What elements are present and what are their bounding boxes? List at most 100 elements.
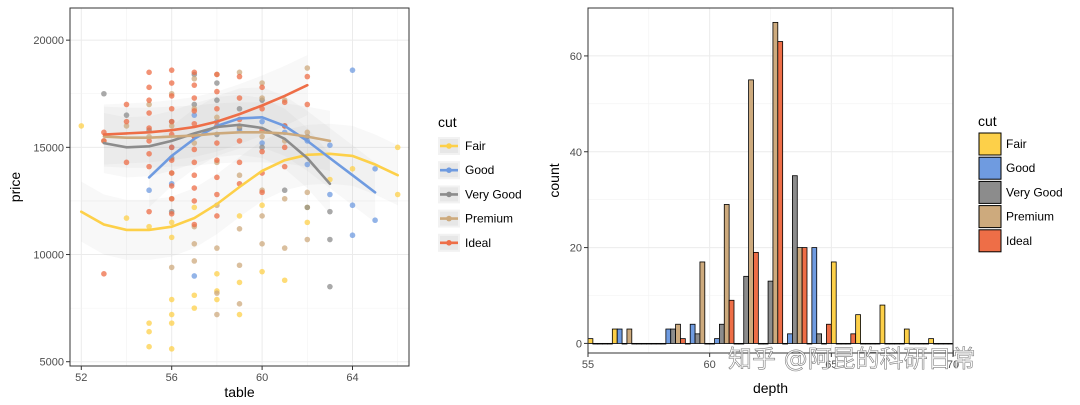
bar-fair	[587, 338, 594, 344]
data-point-good	[191, 273, 198, 279]
data-point-premium	[168, 264, 175, 271]
bar-premium	[821, 343, 827, 345]
bar-ideal	[899, 343, 905, 345]
data-point-very-good	[101, 90, 107, 97]
legend-label: Fair	[465, 139, 486, 153]
smooth-line-fair	[80, 152, 399, 232]
data-point-very-good	[327, 283, 333, 290]
data-point-fair	[168, 311, 175, 318]
data-point-good	[259, 118, 265, 125]
bar-premium	[918, 343, 925, 345]
bar-good	[835, 343, 842, 345]
data-point-ideal	[168, 183, 175, 189]
bar-very-good	[938, 343, 944, 345]
bar-fair	[636, 343, 642, 345]
data-point-premium	[214, 311, 220, 318]
bar-good	[884, 343, 891, 345]
data-point-ideal	[191, 108, 198, 114]
legend-key-fill	[978, 156, 1002, 180]
data-point-fair	[168, 219, 175, 226]
data-point-fair	[146, 328, 152, 335]
bar-premium	[675, 323, 681, 344]
data-point-premium	[236, 301, 243, 307]
bar-fair	[830, 261, 837, 344]
x-tick-label: 60	[704, 359, 716, 371]
smooth-line-very-good	[102, 123, 332, 186]
data-point-ideal	[214, 71, 220, 78]
bar-very-good	[719, 323, 725, 344]
data-point-ideal	[236, 159, 243, 166]
data-point-ideal	[191, 172, 198, 179]
data-point-ideal	[214, 105, 220, 112]
data-point-ideal	[168, 80, 175, 86]
smooth-line-ideal	[102, 83, 309, 136]
legend-key-point	[446, 240, 452, 246]
data-point-fair	[259, 268, 265, 275]
bar-very-good	[816, 333, 822, 344]
data-point-ideal	[191, 221, 198, 228]
bar-ideal	[680, 338, 686, 344]
data-point-ideal	[214, 191, 220, 198]
data-point-very-good	[327, 208, 333, 215]
data-point-ideal	[168, 93, 175, 99]
data-point-ideal	[214, 88, 220, 95]
legend-key-point	[446, 215, 452, 222]
watermark-text: 知乎 @阿昆的科研日常	[728, 345, 976, 373]
data-point-premium	[236, 262, 243, 269]
bar-premium	[772, 21, 779, 344]
bar-good	[616, 328, 623, 344]
bar-very-good	[792, 175, 798, 344]
data-point-very-good	[281, 187, 288, 194]
data-point-ideal	[191, 82, 198, 88]
data-point-ideal	[191, 95, 198, 101]
legend-label: Very Good	[1006, 185, 1063, 199]
bar-fair	[879, 304, 886, 344]
x-tick-label: 56	[166, 372, 178, 384]
legend-label: Premium	[465, 212, 513, 226]
data-point-fair	[394, 191, 401, 198]
y-tick-label: 15000	[33, 142, 64, 154]
bar-good	[641, 343, 647, 345]
bar-ideal	[631, 343, 638, 345]
data-point-premium	[214, 245, 220, 251]
data-point-ideal	[191, 69, 198, 76]
bar-premium	[869, 343, 876, 345]
y-axis-title: count	[546, 163, 562, 197]
bar-very-good	[646, 343, 652, 345]
confidence-band-good	[149, 87, 376, 223]
bar-ideal	[923, 343, 930, 345]
legend-title: cut	[438, 114, 457, 130]
data-point-fair	[146, 223, 152, 230]
data-point-ideal	[214, 157, 220, 164]
bar-good	[689, 323, 696, 344]
data-point-premium	[236, 69, 243, 76]
data-point-ideal	[146, 84, 152, 91]
data-point-premium	[281, 245, 288, 251]
plot-border	[69, 7, 410, 367]
legend-label: Ideal	[1006, 234, 1032, 248]
x-tick-label: 52	[75, 372, 87, 384]
bar-ideal	[607, 343, 613, 345]
data-point-fair	[281, 277, 288, 284]
data-point-fair	[259, 202, 265, 209]
data-point-ideal	[236, 138, 243, 144]
legend-label: Premium	[1006, 210, 1054, 224]
bar-good	[860, 343, 866, 345]
data-point-ideal	[146, 125, 152, 131]
data-point-ideal	[146, 97, 152, 103]
data-point-premium	[236, 172, 243, 179]
data-point-good	[349, 67, 356, 73]
data-point-ideal	[304, 101, 311, 108]
legend-label: Very Good	[465, 187, 522, 201]
data-point-ideal	[146, 163, 152, 170]
data-point-ideal	[168, 195, 175, 202]
data-point-fair	[394, 144, 401, 151]
data-point-very-good	[214, 97, 220, 103]
data-point-premium	[259, 213, 265, 219]
bar-fair	[855, 314, 861, 344]
bar-fair	[903, 328, 910, 344]
data-point-fair	[214, 271, 220, 277]
x-tick-label: 55	[582, 359, 594, 371]
data-point-premium	[191, 75, 198, 82]
